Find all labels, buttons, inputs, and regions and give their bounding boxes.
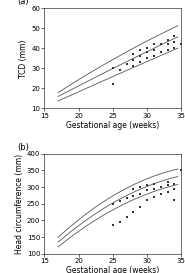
Point [146,188,149,192]
Point [125,215,128,219]
Text: (b): (b) [17,143,29,152]
Y-axis label: Head circumference (mm): Head circumference (mm) [15,154,24,254]
Point [132,64,135,69]
Point [166,42,169,46]
Point [132,194,135,198]
Point [132,58,135,63]
Point [166,48,169,52]
Point [152,195,155,199]
Point [111,82,114,87]
Point [111,66,114,70]
Point [180,42,183,46]
Point [139,54,142,58]
Point [173,34,176,38]
Point [159,185,162,189]
Point [159,50,162,55]
Point [159,42,162,46]
Point [146,183,149,188]
Point [146,198,149,203]
Point [146,56,149,61]
Point [152,54,155,58]
Y-axis label: TCD (mm): TCD (mm) [19,39,28,78]
Point [132,210,135,214]
Point [146,46,149,51]
Point [139,205,142,209]
Point [132,186,135,191]
Point [125,195,128,200]
Point [146,50,149,55]
Point [139,60,142,64]
Point [173,198,176,203]
Point [166,183,169,188]
Point [118,68,121,73]
Point [139,185,142,189]
Point [125,62,128,67]
Point [111,223,114,228]
Point [173,46,176,51]
Point [173,182,176,186]
Point [139,192,142,196]
Point [139,48,142,52]
Point [180,168,183,173]
Point [173,40,176,44]
Point [166,190,169,194]
Text: (a): (a) [17,0,29,6]
Point [173,186,176,191]
Point [166,38,169,43]
Point [152,48,155,52]
Point [152,186,155,191]
Point [152,182,155,186]
Point [118,199,121,203]
Point [111,202,114,207]
Point [166,180,169,184]
Point [132,52,135,57]
X-axis label: Gestational age (weeks): Gestational age (weeks) [66,266,159,273]
Point [159,192,162,196]
X-axis label: Gestational age (weeks): Gestational age (weeks) [66,121,159,130]
Point [152,42,155,46]
Point [118,220,121,224]
